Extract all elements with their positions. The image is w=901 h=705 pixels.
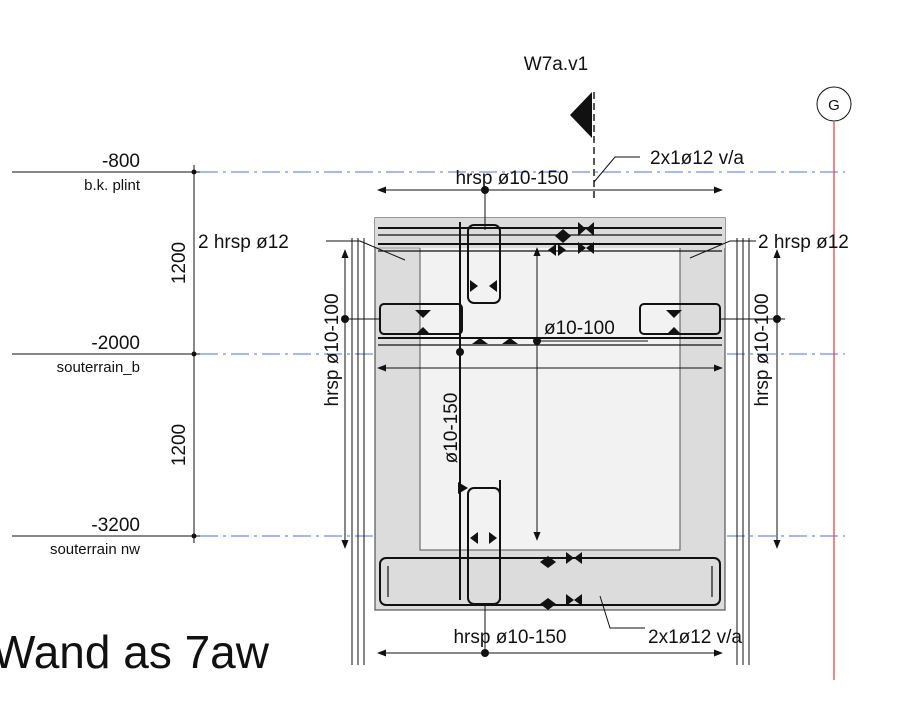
left-vertical-label: hrsp ø10-100 — [322, 293, 343, 406]
level-value-2000: -2000 — [91, 333, 140, 354]
level-name-2000: souterrain_b — [57, 359, 140, 376]
level-name-3200: souterrain nw — [50, 541, 140, 558]
top-dimension — [377, 156, 723, 230]
top-hrsp-label: hrsp ø10-150 — [455, 168, 568, 189]
grid-bubble-label: G — [828, 97, 840, 114]
dimension-upper: 1200 — [169, 242, 190, 284]
drawing-title: Wand as 7aw — [0, 626, 270, 678]
mid-dimension — [377, 247, 723, 541]
bottom-dimension — [377, 595, 723, 657]
bottom-hrsp-label: hrsp ø10-150 — [453, 627, 566, 648]
level-value-3200: -3200 — [91, 515, 140, 536]
right-vertical-label: hrsp ø10-100 — [752, 293, 773, 406]
top-rebar — [378, 227, 722, 252]
side-wall-strips — [351, 238, 750, 665]
dimension-lower: 1200 — [169, 424, 190, 466]
bar-end-markers — [415, 222, 682, 610]
left-2hrsp-label: 2 hrsp ø12 — [198, 232, 289, 253]
bottom-2x-label: 2x1ø12 v/a — [648, 627, 742, 648]
center-vertical-dimension — [456, 348, 464, 490]
right-2hrsp-leader — [689, 240, 756, 259]
vertical-dimension — [191, 165, 197, 543]
left-vertical-dimension — [341, 249, 380, 549]
mid-horizontal-label: ø10-100 — [544, 318, 615, 339]
concrete-section — [374, 217, 726, 611]
level-value-800: -800 — [102, 151, 140, 172]
level-name-800: b.k. plint — [84, 177, 141, 194]
section-marker-arrow — [570, 92, 592, 138]
center-vertical-label: ø10-150 — [441, 393, 462, 464]
left-2hrsp-leader — [326, 240, 406, 261]
top-2x-label: 2x1ø12 v/a — [650, 148, 744, 169]
right-vertical-dimension — [720, 249, 785, 549]
right-2hrsp-label: 2 hrsp ø12 — [758, 232, 849, 253]
section-marker-label: W7a.v1 — [524, 54, 588, 75]
grid-bubble — [816, 86, 852, 122]
